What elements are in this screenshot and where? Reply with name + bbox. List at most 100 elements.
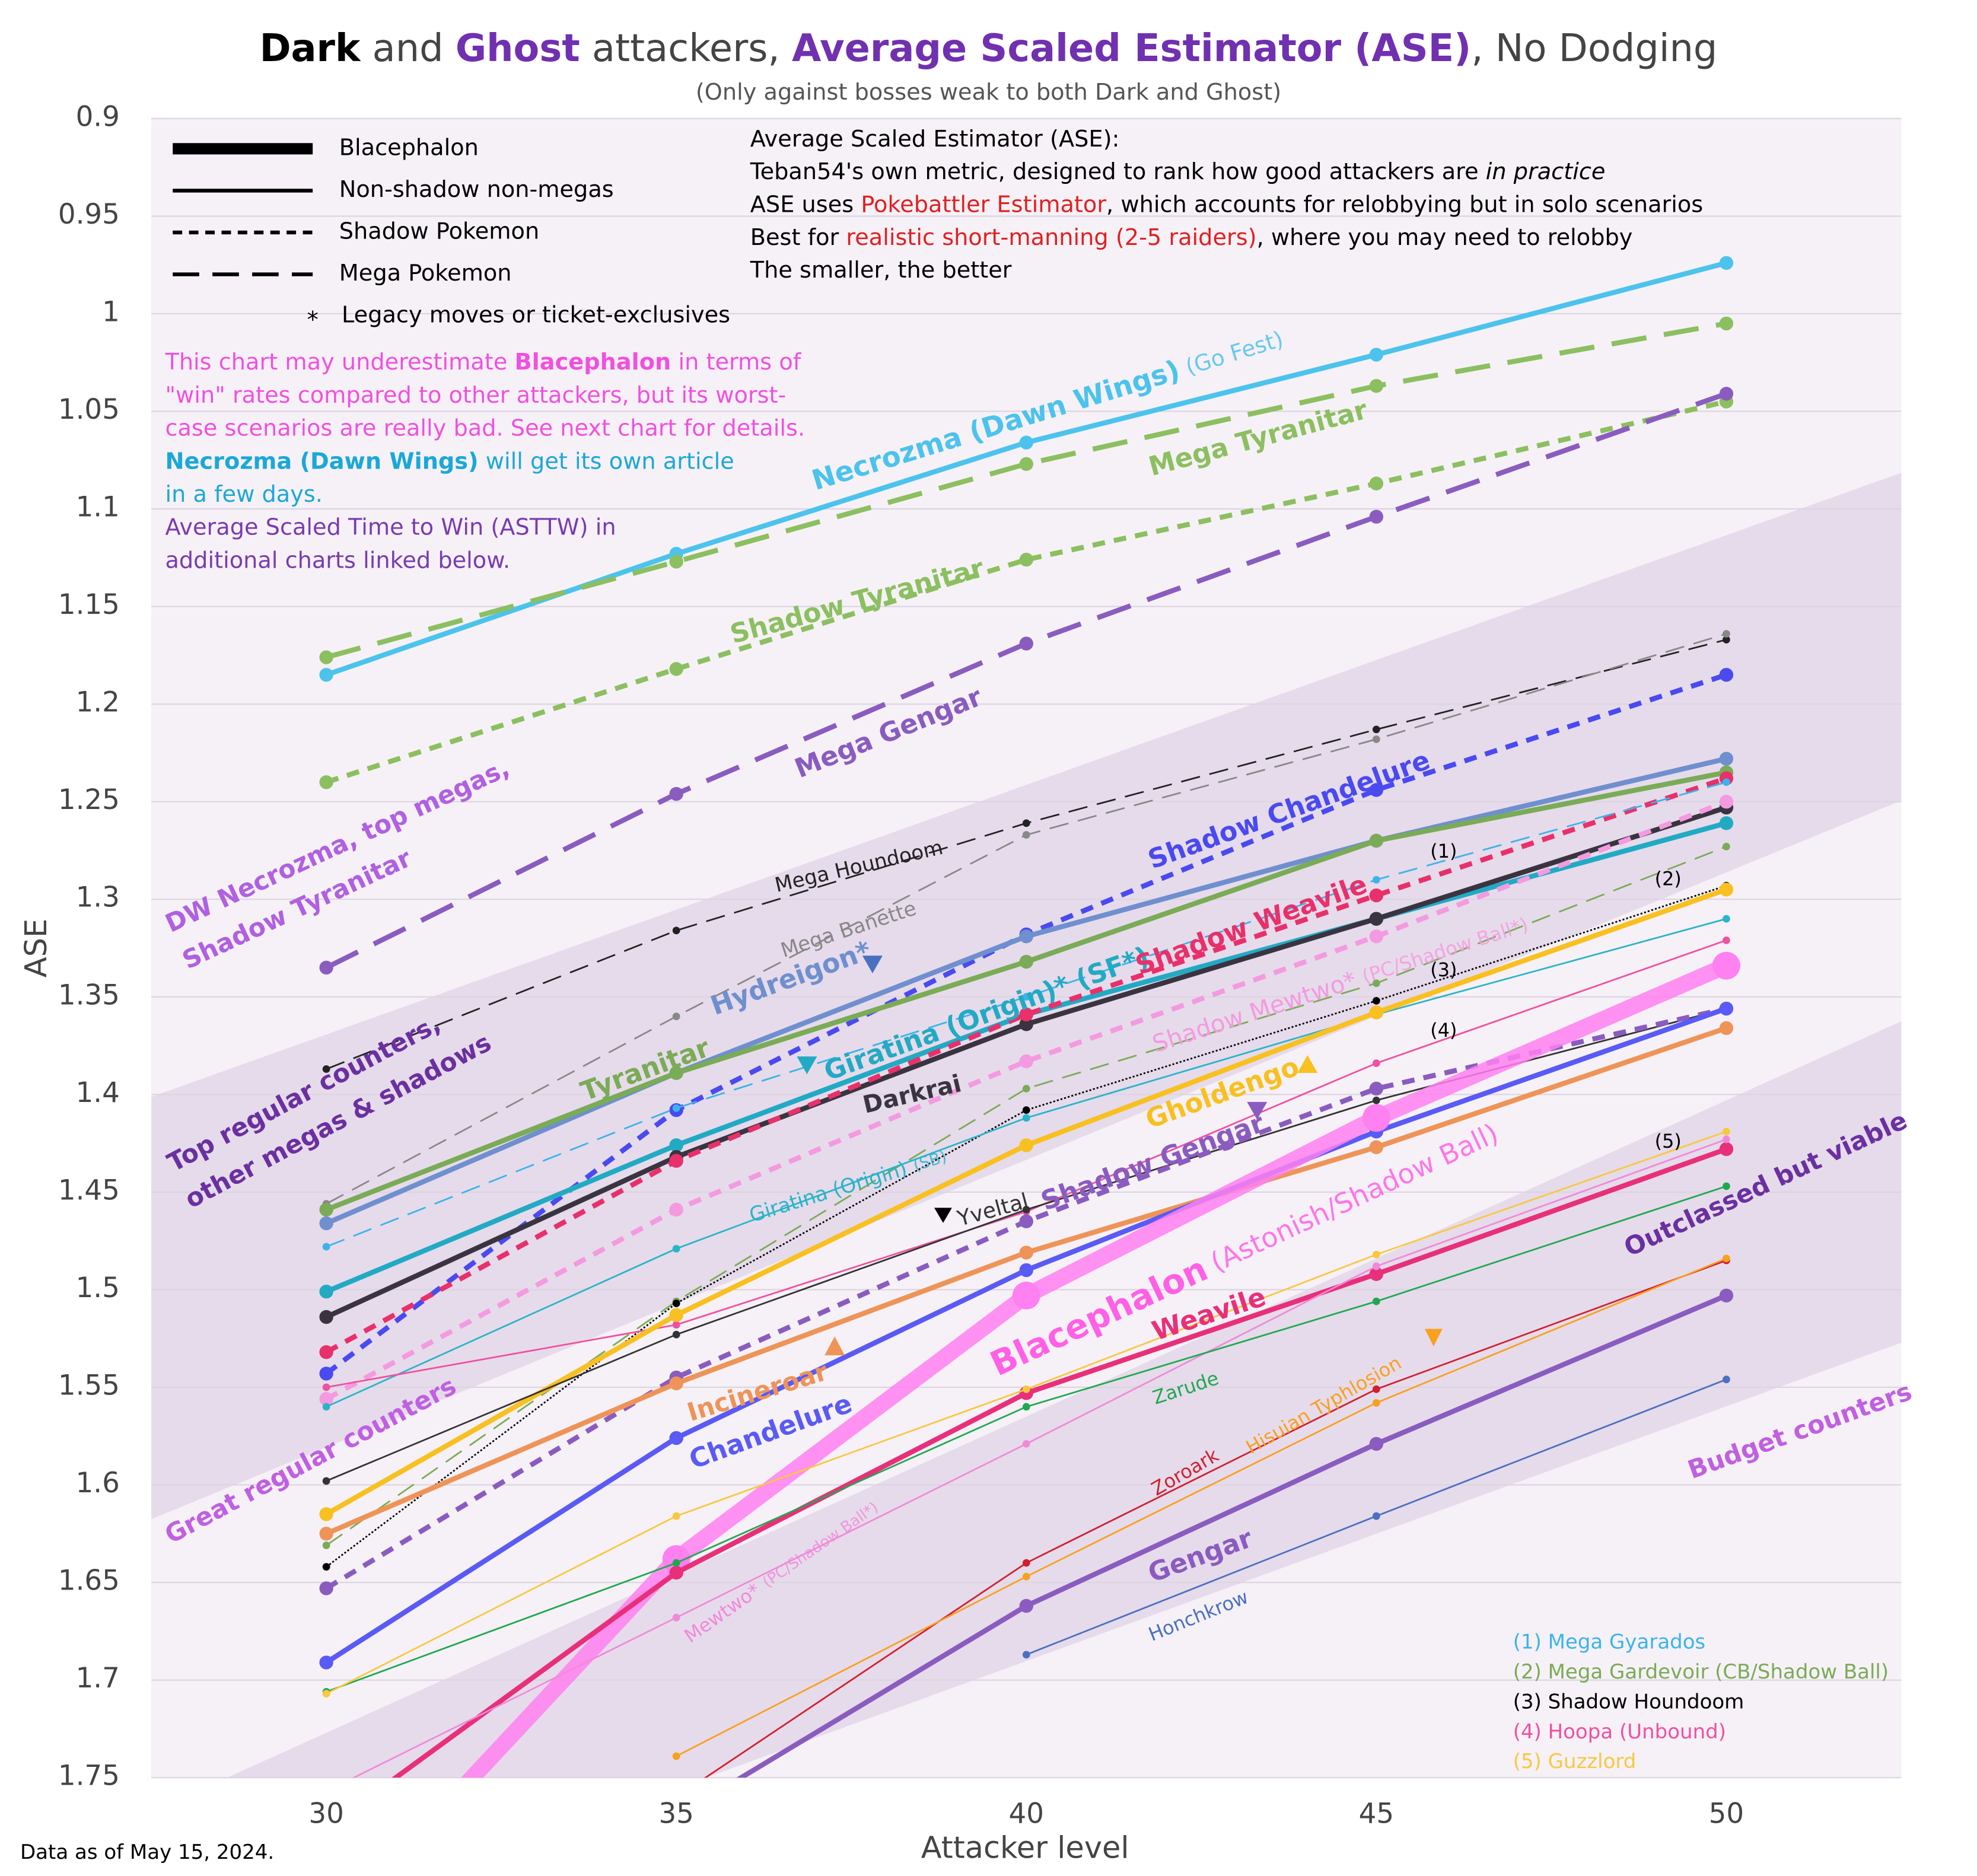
text-segment: Pokebattler Estimator (861, 191, 1106, 218)
text-segment: "win" rates compared to other attackers,… (165, 381, 786, 408)
data-point (1019, 929, 1033, 944)
y-axis-label: ASE (19, 919, 54, 978)
data-point (319, 1285, 333, 1299)
legend-label: Non-shadow non-megas (339, 176, 614, 203)
data-point (672, 926, 680, 935)
footnote-name: Mega Gyarados (1548, 1630, 1706, 1654)
data-point (1719, 316, 1734, 331)
data-point (322, 1243, 330, 1251)
data-point (1372, 996, 1380, 1005)
data-point (1372, 1059, 1380, 1068)
text-segment: , which accounts for relobbying but in s… (1106, 191, 1703, 218)
data-point (1719, 794, 1734, 809)
data-point (319, 1367, 333, 1381)
series-marker: (2) (1655, 868, 1682, 890)
text-line: ASE uses Pokebattler Estimator, which ac… (750, 191, 1703, 218)
data-point (1723, 1127, 1730, 1136)
series-line (676, 1257, 1727, 1757)
data-point (1019, 1017, 1033, 1031)
data-point (672, 1012, 680, 1021)
data-point (1019, 1214, 1033, 1228)
y-tick-label: 1.6 (76, 1467, 120, 1499)
text-segment: , No Dodging (1471, 27, 1717, 71)
text-segment: Teban54's own metric, designed to rank h… (750, 158, 1486, 185)
series-marker: (3) (1430, 958, 1457, 981)
text-line: Best for realistic short-manning (2-5 ra… (750, 224, 1633, 250)
data-point (1369, 1140, 1384, 1154)
y-tick-label: 0.9 (76, 101, 120, 133)
legend-symbol: * (307, 307, 319, 333)
footnote-marker: (1) (1513, 1630, 1542, 1654)
data-point (669, 1066, 683, 1080)
data-point (319, 1202, 333, 1217)
data-point (669, 1308, 683, 1322)
data-point (1022, 1206, 1030, 1213)
data-point (1712, 951, 1740, 980)
data-point (1019, 552, 1033, 567)
data-point (1369, 783, 1384, 797)
y-tick-label: 1.1 (76, 492, 120, 524)
data-point (322, 1065, 330, 1073)
data-point (1723, 915, 1730, 923)
arrow (934, 1208, 952, 1223)
arrow (1297, 1055, 1318, 1073)
footnote-entry: (5) Guzzlord (1513, 1750, 1637, 1773)
arrow (824, 1336, 845, 1356)
data-point (669, 1202, 683, 1217)
text-line: "win" rates compared to other attackers,… (165, 381, 786, 408)
text-segment: Ghost (456, 27, 580, 71)
y-tick-label: 1.2 (76, 687, 120, 719)
x-axis-label: Attacker level (921, 1830, 1129, 1865)
text-segment: in terms of (671, 349, 802, 375)
data-point (322, 1690, 330, 1698)
data-point (319, 960, 333, 975)
data-point (319, 650, 333, 664)
series-lines (319, 256, 1740, 1778)
footnote-name: Mega Gardevoir (1548, 1660, 1709, 1684)
data-point (1022, 831, 1030, 839)
data-point (1719, 1288, 1734, 1302)
footnote-marker: (5) (1513, 1750, 1542, 1773)
data-point (672, 1244, 680, 1253)
arrow (797, 1056, 817, 1075)
data-point (319, 1345, 333, 1359)
data-point (319, 1527, 333, 1541)
data-point (1022, 1440, 1030, 1448)
footnote-marker: (4) (1513, 1719, 1542, 1743)
data-point (669, 662, 683, 676)
data-point (1723, 842, 1730, 851)
data-point (1369, 476, 1384, 491)
text-line: in a few days. (165, 480, 323, 507)
series-line (325, 776, 1727, 1355)
legend-label: Shadow Pokemon (339, 218, 539, 244)
data-point (669, 1138, 683, 1152)
footnote-name: Guzzlord (1548, 1750, 1637, 1773)
data-point (1719, 668, 1734, 682)
data-point (1019, 1598, 1033, 1613)
x-tick-label: 50 (1709, 1798, 1744, 1830)
text-line: Teban54's own metric, designed to rank h… (750, 158, 1606, 185)
data-point (322, 1541, 330, 1549)
text-segment: case scenarios are really bad. See next … (165, 415, 805, 441)
data-point (1369, 833, 1384, 848)
data-point (322, 1563, 330, 1571)
x-tick-label: 40 (1009, 1798, 1045, 1830)
data-point (1019, 457, 1033, 472)
x-tick-label: 45 (1359, 1798, 1395, 1830)
data-point (1723, 778, 1730, 786)
data-point (669, 786, 683, 801)
footnote-entry: (1) Mega Gyarados (1513, 1630, 1706, 1654)
data-point (1369, 929, 1384, 944)
y-tick-label: 1.65 (58, 1565, 120, 1597)
arrow (1424, 1329, 1443, 1347)
text-line: case scenarios are really bad. See next … (165, 415, 805, 441)
data-point (1019, 1263, 1033, 1278)
y-tick-label: 1.75 (58, 1760, 120, 1792)
data-point (1022, 1385, 1030, 1393)
data-point (1019, 1054, 1033, 1069)
footnote-name: Hoopa (Unbound) (1548, 1719, 1726, 1743)
text-segment: Necrozma (Dawn Wings) (165, 448, 478, 474)
grid: 0.9 0.95 1 1.05 1.1 1.15 1.2 1.25 1.3 1.35 1.4 1.45… (58, 101, 1902, 1830)
text-line: Average Scaled Estimator (ASE): (750, 125, 1120, 152)
data-point (1022, 1572, 1030, 1581)
